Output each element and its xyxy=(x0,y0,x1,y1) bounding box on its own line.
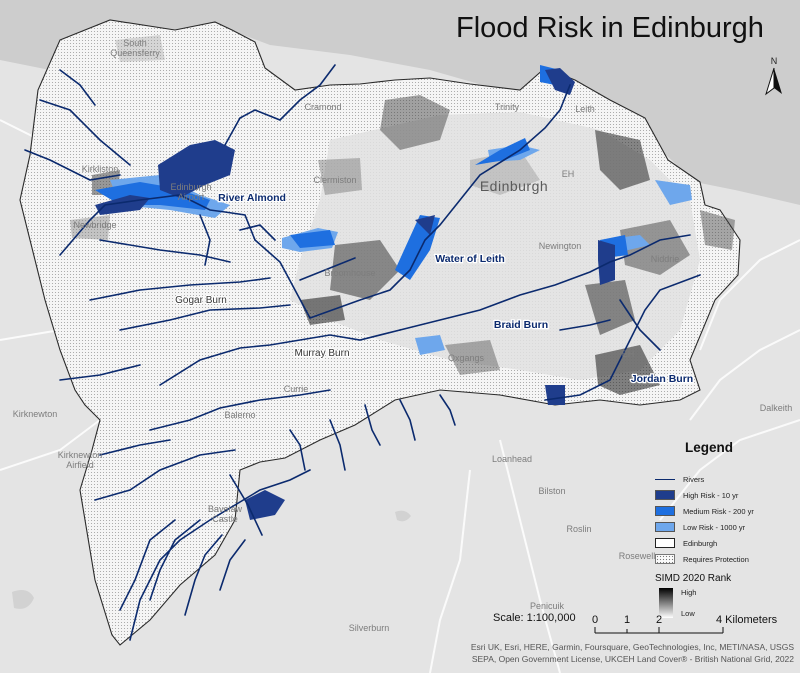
legend-swatch-fill xyxy=(655,522,675,532)
scale-tick-label: 4 Kilometers xyxy=(716,614,778,626)
simd-gradient-swatch xyxy=(659,588,673,618)
place-label-edinburgh: Edinburgh xyxy=(480,178,548,194)
place-label-newington: Newington xyxy=(539,241,582,251)
firth-of-forth-water xyxy=(0,0,800,205)
legend-item-label: Medium Risk - 200 yr xyxy=(683,506,754,516)
place-label-bavelaw_castle: Bavelaw Castle xyxy=(208,504,243,524)
place-label-craigmillar: EH xyxy=(622,349,635,359)
place-label-bilston: Bilston xyxy=(538,486,565,496)
place-label-dalkeith: Dalkeith xyxy=(760,403,793,413)
river-labels: River Almond Water of Leith Braid Burn Jord… xyxy=(174,191,694,387)
credits-line-2: SEPA, Open Government License, UKCEH Lan… xyxy=(471,654,794,664)
north-arrow: N xyxy=(764,56,784,102)
simd-low-label: Low xyxy=(681,609,695,618)
legend-item: Rivers xyxy=(655,471,795,487)
legend-swatch-line xyxy=(655,478,675,480)
place-label-loanhead: Loanhead xyxy=(492,454,532,464)
credits: Esri UK, Esri, HERE, Garmin, Foursquare,… xyxy=(442,641,794,665)
place-label-silverburn: Silverburn xyxy=(349,623,390,633)
place-label-kirkliston: Kirkliston xyxy=(82,164,119,174)
simd-title: SIMD 2020 Rank xyxy=(655,573,732,584)
simd-ramp: High Low xyxy=(655,588,795,618)
place-label-leith: Leith xyxy=(575,104,595,114)
north-arrow-icon xyxy=(765,67,782,96)
map-title: Flood Risk in Edinburgh xyxy=(456,12,764,44)
place-label-balerno: Balerno xyxy=(224,410,255,420)
simd-high-label: High xyxy=(681,588,697,597)
reservoir-water xyxy=(12,590,34,609)
place-label-currie: Currie xyxy=(284,384,309,394)
river-label-murray: Murray Burn xyxy=(294,348,349,359)
legend-item-label: Requires Protection xyxy=(683,554,749,564)
simd-urban-areas xyxy=(70,35,735,395)
reservoir-water xyxy=(395,510,411,522)
place-label-broomhouse: Broomhouse xyxy=(324,268,375,278)
scale-bar: 0 1 2 4 Kilometers xyxy=(592,614,778,634)
place-label-edinburgh_airport: Edinburgh Airport xyxy=(170,182,211,202)
place-label-cramond: Cramond xyxy=(304,102,341,112)
legend-item-label: Edinburgh xyxy=(683,538,718,548)
river-label-braid: Braid Burn xyxy=(494,319,548,331)
place-label-trinity: Trinity xyxy=(495,102,520,112)
legend-item: Low Risk - 1000 yr xyxy=(655,519,795,535)
river-label-gogar: Gogar Burn xyxy=(175,295,227,306)
place-label-kirknewton: Kirknewton xyxy=(13,409,58,419)
scale-text: Scale: 1:100,000 xyxy=(493,612,576,624)
place-label-newbridge: Newbridge xyxy=(73,220,116,230)
legend-items: Rivers High Risk - 10 yr Medium Risk - 200… xyxy=(655,471,795,567)
flood-high-risk xyxy=(95,68,615,520)
place-label-rosewell: Rosewell xyxy=(619,551,656,561)
place-label-clermiston: Clermiston xyxy=(313,175,356,185)
legend-swatch-outline xyxy=(655,538,675,548)
legend-title: Legend xyxy=(685,440,734,455)
river-label-almond: River Almond xyxy=(218,192,286,204)
legend-item-label: High Risk - 10 yr xyxy=(683,490,739,500)
legend-item: High Risk - 10 yr xyxy=(655,487,795,503)
legend: Legend Rivers High Risk - 10 yr Medium Ris… xyxy=(655,440,795,618)
place-label-kirknewton_airfield: Kirknewton Airfield xyxy=(58,450,103,470)
place-label-restalrig: EH xyxy=(562,169,575,179)
river-label-leith: Water of Leith xyxy=(435,253,505,265)
legend-item: Medium Risk - 200 yr xyxy=(655,503,795,519)
legend-item: Requires Protection xyxy=(655,551,795,567)
scale-tick-label: 0 xyxy=(592,614,598,626)
legend-swatch-fill xyxy=(655,490,675,500)
place-label-penicuik: Penicuik xyxy=(530,601,565,611)
place-label-oxgangs: Oxgangs xyxy=(448,353,485,363)
legend-item-label: Rivers xyxy=(683,474,705,484)
place-label-roslin: Roslin xyxy=(566,524,591,534)
credits-line-1: Esri UK, Esri, HERE, Garmin, Foursquare,… xyxy=(470,642,794,652)
river-label-jordan: Jordan Burn xyxy=(631,373,693,385)
river-network xyxy=(24,64,701,641)
legend-swatch-fill xyxy=(655,506,675,516)
legend-swatch-dots xyxy=(655,554,675,564)
scale-tick-label: 1 xyxy=(624,614,630,626)
legend-item: Edinburgh xyxy=(655,535,795,551)
scale-tick-label: 2 xyxy=(656,614,662,626)
north-label: N xyxy=(770,56,778,66)
place-label-niddrie: Niddrie xyxy=(651,254,680,264)
legend-item-label: Low Risk - 1000 yr xyxy=(683,522,746,532)
